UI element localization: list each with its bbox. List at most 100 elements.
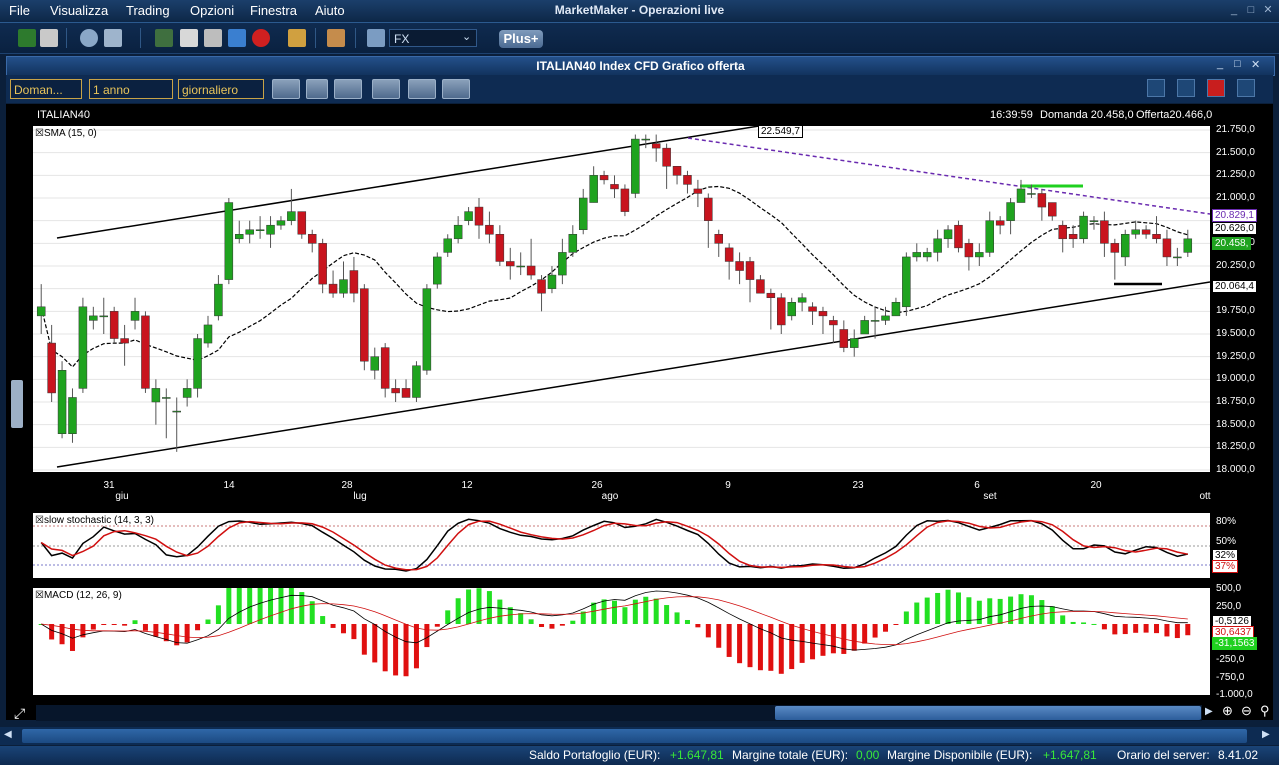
close-icon[interactable]: ✕ bbox=[1263, 4, 1273, 16]
candle[interactable] bbox=[526, 265, 536, 276]
candle[interactable] bbox=[1058, 224, 1067, 240]
chart-line-icon[interactable] bbox=[1177, 79, 1195, 97]
scroll-right-icon[interactable]: ▶ bbox=[1262, 729, 1270, 740]
cursor-icon[interactable] bbox=[334, 79, 362, 99]
period-dropdown[interactable]: 1 anno bbox=[89, 79, 173, 99]
candle[interactable] bbox=[224, 202, 234, 280]
printer-icon[interactable] bbox=[40, 29, 58, 47]
menu-file[interactable]: File bbox=[9, 3, 30, 18]
candle[interactable] bbox=[881, 315, 890, 321]
candle[interactable] bbox=[78, 306, 88, 389]
candle[interactable] bbox=[599, 175, 609, 181]
candle[interactable] bbox=[1152, 234, 1161, 240]
candle[interactable] bbox=[641, 138, 651, 141]
candle[interactable] bbox=[954, 224, 963, 249]
candle[interactable] bbox=[922, 252, 932, 258]
candle[interactable] bbox=[964, 243, 974, 258]
candle[interactable] bbox=[766, 292, 776, 298]
candle[interactable] bbox=[1027, 193, 1036, 195]
candle[interactable] bbox=[255, 229, 265, 231]
candle[interactable] bbox=[818, 311, 828, 317]
candle[interactable] bbox=[99, 315, 109, 318]
menu-trading[interactable]: Trading bbox=[126, 3, 170, 18]
draw-line-icon[interactable] bbox=[272, 79, 300, 99]
candle[interactable] bbox=[787, 302, 796, 317]
candle[interactable] bbox=[339, 279, 348, 294]
candle[interactable] bbox=[1048, 202, 1057, 217]
resistance-trendline[interactable] bbox=[687, 137, 1211, 215]
plus-button[interactable]: Plus+ bbox=[499, 30, 543, 48]
candle[interactable] bbox=[287, 211, 296, 221]
candle[interactable] bbox=[401, 388, 411, 398]
candle[interactable] bbox=[537, 279, 546, 294]
candle[interactable] bbox=[1120, 234, 1130, 258]
fullscreen-icon[interactable]: ⤢ bbox=[14, 705, 26, 721]
candle[interactable] bbox=[849, 338, 859, 348]
candle[interactable] bbox=[453, 224, 463, 240]
candle[interactable] bbox=[797, 297, 807, 303]
globe-icon[interactable] bbox=[80, 29, 98, 47]
candle[interactable] bbox=[870, 320, 880, 322]
candle[interactable] bbox=[1131, 229, 1140, 235]
magnifier-icon[interactable]: ⚲ bbox=[1260, 703, 1270, 718]
candle[interactable] bbox=[422, 288, 432, 371]
menu-opzioni[interactable]: Opzioni bbox=[190, 3, 235, 18]
candle[interactable] bbox=[68, 397, 77, 434]
candle[interactable] bbox=[651, 143, 661, 149]
candle[interactable] bbox=[506, 261, 515, 267]
candle[interactable] bbox=[568, 234, 578, 253]
minimize-icon[interactable]: _ bbox=[1230, 4, 1238, 16]
candle[interactable] bbox=[307, 234, 317, 244]
zoom-out-icon[interactable]: ⊖ bbox=[1241, 703, 1252, 718]
layout-icon[interactable] bbox=[1147, 79, 1165, 97]
zoom-in-icon[interactable]: ⊕ bbox=[1222, 703, 1233, 718]
chart-type-icon[interactable] bbox=[408, 79, 436, 99]
candle[interactable] bbox=[547, 274, 557, 289]
candle[interactable] bbox=[662, 147, 671, 167]
candle[interactable] bbox=[328, 283, 338, 294]
candle[interactable] bbox=[1183, 238, 1193, 253]
candle[interactable] bbox=[558, 252, 567, 276]
chevron-down-icon[interactable]: ⌄ bbox=[462, 31, 472, 43]
candle[interactable] bbox=[36, 306, 46, 317]
candle[interactable] bbox=[745, 261, 755, 280]
candle[interactable] bbox=[891, 302, 901, 317]
list-icon[interactable] bbox=[204, 29, 222, 47]
candle[interactable] bbox=[182, 388, 192, 398]
candle[interactable] bbox=[902, 256, 911, 308]
menu-visualizza[interactable]: Visualizza bbox=[50, 3, 109, 18]
candle[interactable] bbox=[297, 211, 307, 235]
upper-trendline[interactable] bbox=[56, 125, 760, 239]
candle[interactable] bbox=[1141, 229, 1151, 235]
candle[interactable] bbox=[808, 306, 817, 312]
print-icon[interactable] bbox=[372, 79, 400, 99]
bug-icon[interactable] bbox=[288, 29, 306, 47]
candle[interactable] bbox=[1162, 238, 1172, 258]
chart-scrollbar-thumb[interactable] bbox=[775, 706, 1201, 720]
candle[interactable] bbox=[620, 188, 630, 212]
scroll-left-icon[interactable]: ◀ bbox=[4, 729, 12, 740]
candle[interactable] bbox=[162, 397, 171, 399]
menu-aiuto[interactable]: Aiuto bbox=[315, 3, 345, 18]
candle[interactable] bbox=[829, 320, 838, 326]
candle[interactable] bbox=[672, 166, 682, 176]
maximize-icon[interactable]: □ bbox=[1234, 58, 1241, 70]
window-scrollbar[interactable]: ◀ ▶ bbox=[0, 727, 1279, 745]
candle[interactable] bbox=[985, 220, 994, 253]
candle[interactable] bbox=[1079, 215, 1088, 240]
candle[interactable] bbox=[276, 220, 286, 226]
minimize-icon[interactable]: _ bbox=[1217, 58, 1224, 70]
notes-icon[interactable] bbox=[1237, 79, 1255, 97]
candle[interactable] bbox=[589, 175, 598, 203]
candle[interactable] bbox=[443, 238, 452, 253]
candle[interactable] bbox=[349, 270, 359, 294]
grid-icon[interactable] bbox=[180, 29, 198, 47]
price-type-dropdown[interactable]: Doman... bbox=[10, 79, 82, 99]
candle[interactable] bbox=[370, 356, 380, 371]
candle[interactable] bbox=[735, 261, 744, 271]
table-icon[interactable] bbox=[442, 79, 470, 99]
alarm-icon[interactable] bbox=[252, 29, 270, 47]
candle[interactable] bbox=[724, 247, 734, 262]
candle[interactable] bbox=[516, 265, 525, 268]
calculator-icon[interactable] bbox=[104, 29, 122, 47]
